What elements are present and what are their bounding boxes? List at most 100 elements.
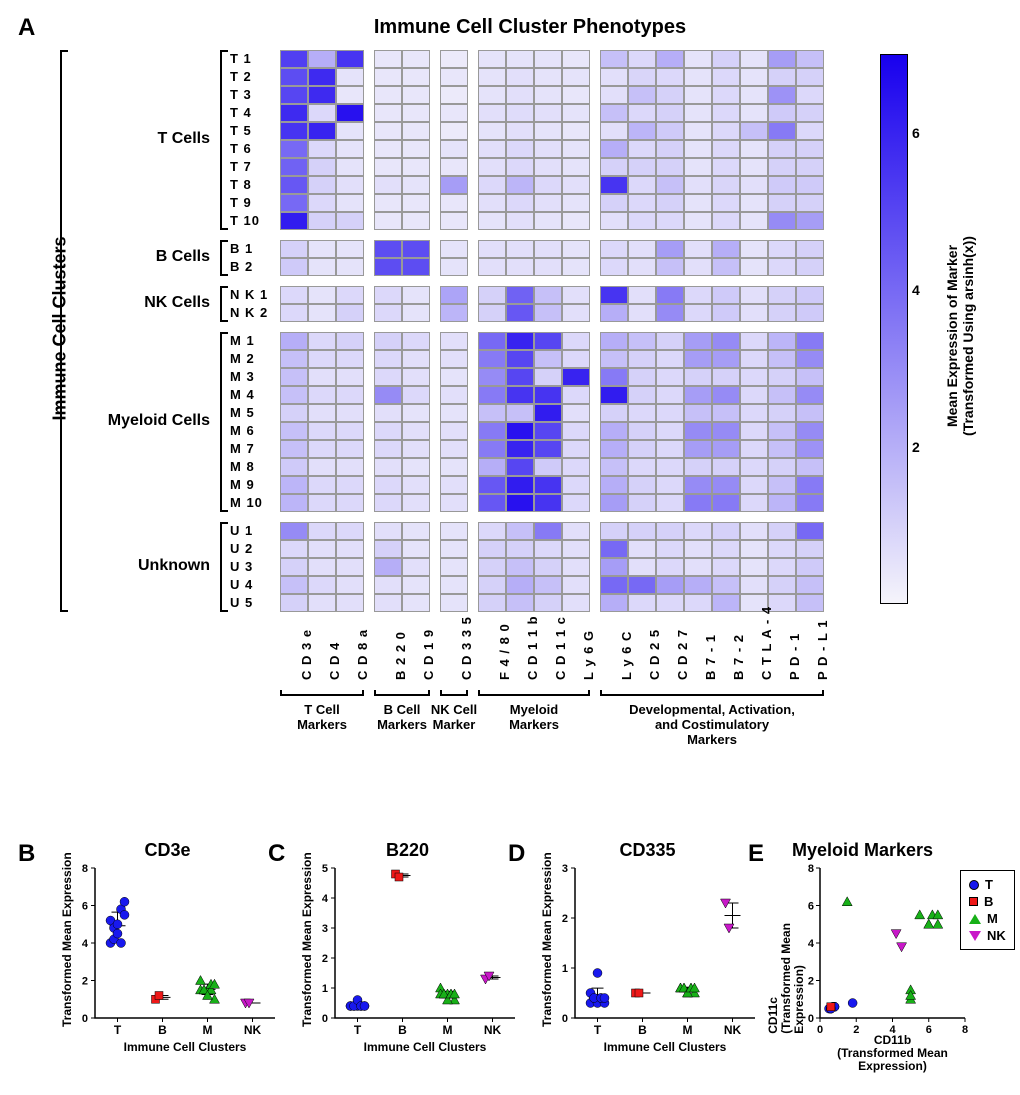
heatmap-cell [600, 240, 628, 258]
heatmap-cell [506, 368, 534, 386]
heatmap-cell [796, 194, 824, 212]
svg-text:NK: NK [244, 1023, 262, 1037]
heatmap-cell [478, 140, 506, 158]
heatmap-col-label: C D 8 a [355, 629, 370, 680]
heatmap-cell [628, 540, 656, 558]
heatmap-row-label: M 5 [230, 405, 278, 420]
heatmap-cell [402, 386, 430, 404]
heatmap-cell [440, 50, 468, 68]
heatmap-cell [336, 194, 364, 212]
heatmap-cell [374, 68, 402, 86]
heatmap-cell [506, 404, 534, 422]
heatmap-cell [336, 386, 364, 404]
chart-b220: B220Transformed Mean ExpressionImmune Ce… [300, 840, 490, 1070]
heatmap-cell [600, 158, 628, 176]
heatmap-cell [506, 86, 534, 104]
heatmap-cell [308, 476, 336, 494]
heatmap-cell [280, 458, 308, 476]
heatmap-cell [402, 558, 430, 576]
heatmap-cell [402, 194, 430, 212]
heatmap-cell [280, 122, 308, 140]
heatmap-cell [280, 404, 308, 422]
heatmap-cell [712, 522, 740, 540]
heatmap-cell [506, 122, 534, 140]
heatmap-cell [740, 212, 768, 230]
svg-text:NK: NK [484, 1023, 502, 1037]
heatmap-cell [402, 494, 430, 512]
heatmap-cell [768, 176, 796, 194]
heatmap-cell [336, 522, 364, 540]
heatmap-cell [684, 332, 712, 350]
heatmap-row-label: B 2 [230, 259, 278, 274]
heatmap-cell [506, 422, 534, 440]
heatmap-cell [440, 104, 468, 122]
heatmap-cell [534, 304, 562, 322]
heatmap-cell [796, 304, 824, 322]
heatmap-cell [308, 440, 336, 458]
heatmap-cell [796, 122, 824, 140]
heatmap-cell [308, 122, 336, 140]
heatmap-cell [440, 494, 468, 512]
heatmap-row-label: T 7 [230, 159, 278, 174]
heatmap-cell [768, 194, 796, 212]
heatmap-cell [712, 332, 740, 350]
heatmap-cell [712, 368, 740, 386]
heatmap-cell [336, 50, 364, 68]
heatmap-cell [628, 50, 656, 68]
heatmap-cell [336, 494, 364, 512]
heatmap-cell [796, 350, 824, 368]
heatmap-row-label: T 1 [230, 51, 278, 66]
chart-svg: 012345TBMNK [300, 840, 525, 1043]
heatmap-cell [562, 104, 590, 122]
heatmap-row-label: M 6 [230, 423, 278, 438]
heatmap-cell [506, 286, 534, 304]
svg-text:1: 1 [322, 983, 328, 995]
heatmap-cell [374, 386, 402, 404]
heatmap-cell [534, 212, 562, 230]
heatmap-cell [402, 576, 430, 594]
heatmap-cell [600, 140, 628, 158]
col-group-label: Developmental, Activation, and Costimula… [580, 702, 844, 747]
heatmap-cell [506, 258, 534, 276]
svg-text:T: T [594, 1023, 602, 1037]
chart-svg: 0246802468 [780, 840, 975, 1043]
heatmap-cell [440, 368, 468, 386]
heatmap-cell [336, 576, 364, 594]
heatmap-cell [628, 212, 656, 230]
row-group-label: Unknown [70, 557, 210, 575]
heatmap-cell [402, 286, 430, 304]
heatmap-cell [440, 240, 468, 258]
heatmap-cell [768, 258, 796, 276]
heatmap-row-label: M 1 [230, 333, 278, 348]
heatmap-row-label: M 9 [230, 477, 278, 492]
heatmap-cell [308, 158, 336, 176]
heatmap-cell [374, 458, 402, 476]
heatmap-cell [506, 332, 534, 350]
heatmap-col-label: C D 2 7 [675, 629, 690, 680]
heatmap-cell [308, 50, 336, 68]
heatmap-cell [506, 304, 534, 322]
heatmap-cell [740, 158, 768, 176]
heatmap-cell [796, 404, 824, 422]
heatmap-cell [656, 422, 684, 440]
heatmap-cell [280, 212, 308, 230]
heatmap-cell [684, 304, 712, 322]
heatmap-row-label: T 6 [230, 141, 278, 156]
heatmap-cell [440, 350, 468, 368]
heatmap-cell [440, 440, 468, 458]
heatmap-cell [534, 576, 562, 594]
heatmap-cell [562, 176, 590, 194]
heatmap-cell [740, 386, 768, 404]
heatmap-cell [506, 104, 534, 122]
heatmap-cell [740, 494, 768, 512]
heatmap-cell [600, 368, 628, 386]
heatmap-cell [308, 422, 336, 440]
heatmap-col-label: P D - 1 [787, 633, 802, 680]
heatmap-cell [336, 558, 364, 576]
heatmap-cell [740, 240, 768, 258]
heatmap-cell [506, 176, 534, 194]
heatmap-cell [712, 240, 740, 258]
heatmap-row-label: T 9 [230, 195, 278, 210]
heatmap-cell [308, 458, 336, 476]
heatmap-cell [534, 50, 562, 68]
